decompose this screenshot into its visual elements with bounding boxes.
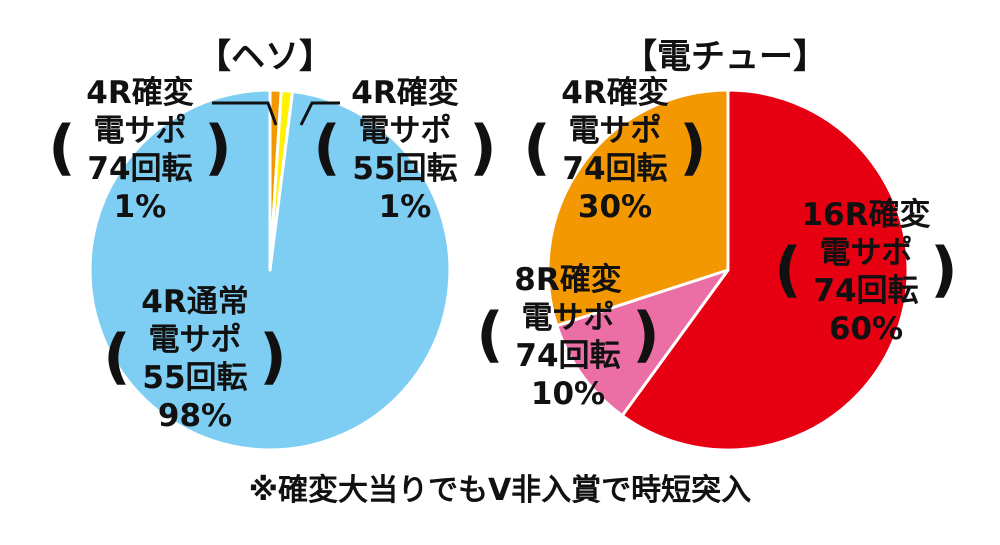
pie-slice	[555, 268, 730, 418]
slice-label-line: 16R確変	[801, 197, 930, 233]
slice-label-line: 1%	[379, 189, 432, 225]
slice-label-line: 74回転	[562, 151, 667, 187]
slice-label-line: 電サポ	[522, 300, 615, 336]
slice-label-line: 4R確変	[351, 75, 458, 111]
bracket-right: )	[469, 113, 496, 183]
slice-label-line: 電サポ	[94, 113, 187, 149]
bracket-left: (	[48, 113, 75, 183]
pie-slice	[546, 88, 730, 328]
slice-label-line: 74回転	[813, 273, 918, 309]
chart-title-heso: 【ヘソ】	[197, 37, 333, 77]
slice-label-line: 電サポ	[820, 235, 913, 271]
slice-label-line: 55回転	[142, 360, 247, 396]
pie-slice	[88, 88, 452, 452]
slice-label-line: 電サポ	[569, 113, 662, 149]
bracket-right: )	[632, 300, 659, 370]
slice-label-line: 電サポ	[149, 322, 242, 358]
leader-line	[299, 101, 340, 126]
slice-label-line: 74回転	[87, 151, 192, 187]
denchu-pie: 16R確変電サポ74回転60%()8R確変電サポ74回転10%()4R確変電サポ…	[476, 75, 958, 452]
bracket-right: )	[679, 113, 706, 183]
footnote: ※確変大当りでもV非入賞で時短突入	[249, 473, 751, 508]
bracket-left: (	[103, 322, 130, 392]
bracket-left: (	[313, 113, 340, 183]
slice-label-line: 30%	[578, 189, 652, 225]
slice-label-line: 電サポ	[359, 113, 452, 149]
bracket-left: (	[476, 300, 503, 370]
slice-label-line: 98%	[158, 398, 232, 434]
pie-slice	[620, 88, 910, 452]
bracket-right: )	[930, 235, 957, 305]
slice-label-line: 60%	[829, 311, 903, 347]
leader-line	[212, 101, 278, 126]
slice-label-line: 1%	[114, 189, 167, 225]
heso-pie: 4R確変電サポ74回転1%()4R確変電サポ55回転1%()4R通常電サポ55回…	[48, 75, 497, 452]
slice-label-line: 4R確変	[561, 75, 668, 111]
chart-title-denchu: 【電チュー】	[623, 37, 827, 77]
slice-label-line: 4R通常	[141, 284, 248, 320]
bracket-right: )	[204, 113, 231, 183]
slice-label-line: 8R確変	[514, 262, 621, 298]
slice-label-line: 74回転	[515, 338, 620, 374]
bracket-left: (	[523, 113, 550, 183]
slice-label-line: 4R確変	[86, 75, 193, 111]
bracket-left: (	[774, 235, 801, 305]
slice-label-line: 10%	[531, 376, 605, 412]
bracket-right: )	[259, 322, 286, 392]
slice-label-line: 55回転	[352, 151, 457, 187]
